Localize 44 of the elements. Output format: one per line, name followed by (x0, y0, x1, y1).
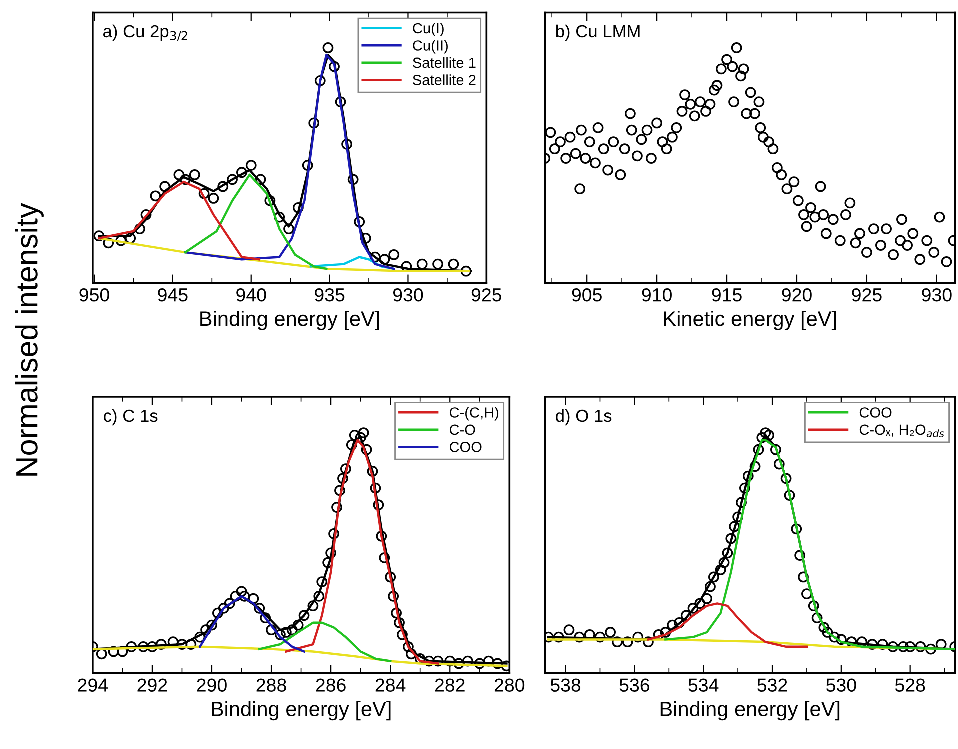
x-tick-label: 280 (494, 678, 525, 692)
x-tick-label: 538 (550, 678, 581, 692)
x-tick-label: 286 (316, 678, 346, 692)
x-tick-label: 532 (758, 678, 788, 692)
legend-label: Cu(II) (413, 40, 448, 54)
chart-title: b) Cu LMM (556, 24, 640, 42)
legend-label: C-O (450, 424, 476, 436)
x-tick-label: 288 (256, 678, 286, 692)
x-axis-title: Binding energy [eV] (200, 311, 380, 330)
x-tick-label: 528 (895, 678, 926, 692)
x-tick-label: 940 (236, 288, 266, 302)
legend-label: C-Oₓ, H₂O$_{ads}$ (860, 424, 944, 438)
x-tick-label: 536 (620, 678, 650, 692)
x-tick-label: 294 (78, 678, 108, 692)
chart-title: c) C 1s (104, 409, 158, 426)
x-axis-title: Binding energy [eV] (212, 701, 391, 721)
x-tick-label: 292 (138, 678, 168, 692)
x-tick-label: 930 (393, 288, 424, 302)
x-tick-label: 530 (826, 678, 856, 692)
x-tick-label: 945 (158, 288, 188, 302)
legend-label: COO (860, 408, 892, 418)
x-tick-label: 905 (572, 288, 602, 302)
x-axis-title: Binding energy [eV] (660, 701, 840, 721)
x-tick-label: 282 (435, 678, 465, 692)
x-tick-label: 935 (315, 288, 345, 302)
chart-title: a) Cu 2p$_{3/2}$ (104, 24, 188, 42)
x-tick-label: 290 (197, 678, 227, 692)
x-tick-label: 925 (852, 288, 882, 302)
x-tick-label: 925 (472, 288, 502, 302)
x-tick-label: 920 (782, 288, 812, 302)
x-tick-label: 284 (376, 678, 406, 692)
x-tick-label: 930 (922, 288, 952, 302)
x-tick-label: 950 (80, 288, 110, 302)
chart-title: d) O 1s (556, 409, 612, 426)
legend-label: Cu(I) (413, 22, 444, 37)
x-tick-label: 915 (712, 288, 742, 302)
legend-label: Satellite 2 (413, 74, 476, 86)
x-axis-title: Kinetic energy [eV] (664, 311, 836, 330)
y-axis-title: Normalised intensity (15, 203, 44, 476)
x-tick-label: 910 (642, 288, 672, 302)
x-tick-label: 534 (688, 678, 719, 692)
legend-label: C-(C,H) (450, 407, 499, 421)
legend-label: Satellite 1 (413, 57, 476, 68)
legend-label: COO (450, 442, 482, 452)
